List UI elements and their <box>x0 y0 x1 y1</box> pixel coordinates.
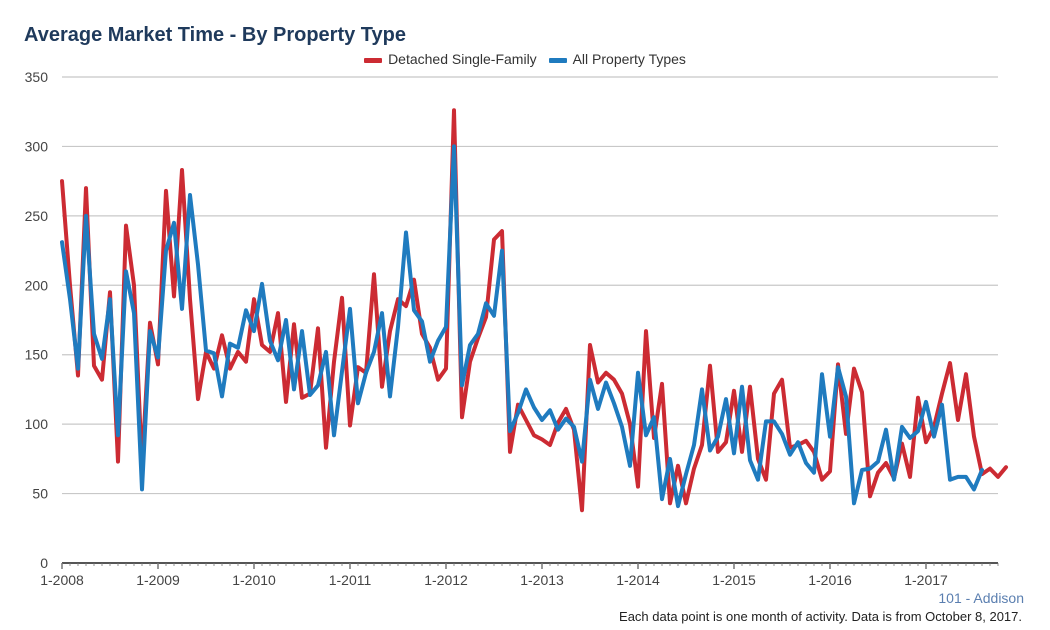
series-lines <box>60 108 1008 513</box>
chart-title: Average Market Time - By Property Type <box>24 24 406 46</box>
y-tick-label: 100 <box>25 416 49 432</box>
x-tick-label: 1-2016 <box>808 572 852 588</box>
grid-lines <box>62 76 998 495</box>
x-tick-label: 1-2013 <box>520 572 564 588</box>
y-tick-label: 350 <box>25 69 49 85</box>
legend-label-detached: Detached Single-Family <box>388 51 537 67</box>
y-tick-label: 200 <box>25 277 49 293</box>
x-tick-label: 1-2012 <box>424 572 468 588</box>
legend-item-all[interactable]: All Property Types <box>548 51 686 67</box>
legend-swatch-all <box>548 57 567 63</box>
x-tick-label: 1-2015 <box>712 572 756 588</box>
x-axis: 1-2008 1-2009 1-2010 1-2011 1-2012 1-2013 1-20… <box>40 562 999 588</box>
region-label: 101 - Addison <box>938 590 1024 606</box>
y-tick-label: 300 <box>25 138 49 154</box>
x-tick-label: 1-2009 <box>136 572 180 588</box>
legend-label-all: All Property Types <box>572 51 686 67</box>
legend-swatch-detached <box>364 57 383 63</box>
x-tick-label: 1-2017 <box>904 572 948 588</box>
y-tick-label: 150 <box>25 347 49 363</box>
legend-item-detached[interactable]: Detached Single-Family <box>364 51 537 67</box>
y-axis: 0 50 100 150 200 250 300 350 <box>25 69 49 571</box>
legend: Detached Single-Family All Property Type… <box>0 51 1050 67</box>
y-tick-label: 50 <box>32 486 48 502</box>
footnote: Each data point is one month of activity… <box>619 609 1022 624</box>
x-tick-label: 1-2014 <box>616 572 660 588</box>
y-tick-label: 0 <box>40 555 48 571</box>
x-tick-label: 1-2010 <box>232 572 276 588</box>
series-line-all[interactable] <box>60 144 984 509</box>
y-tick-label: 250 <box>25 208 49 224</box>
x-tick-label: 1-2011 <box>329 572 372 588</box>
x-tick-label: 1-2008 <box>40 572 84 588</box>
